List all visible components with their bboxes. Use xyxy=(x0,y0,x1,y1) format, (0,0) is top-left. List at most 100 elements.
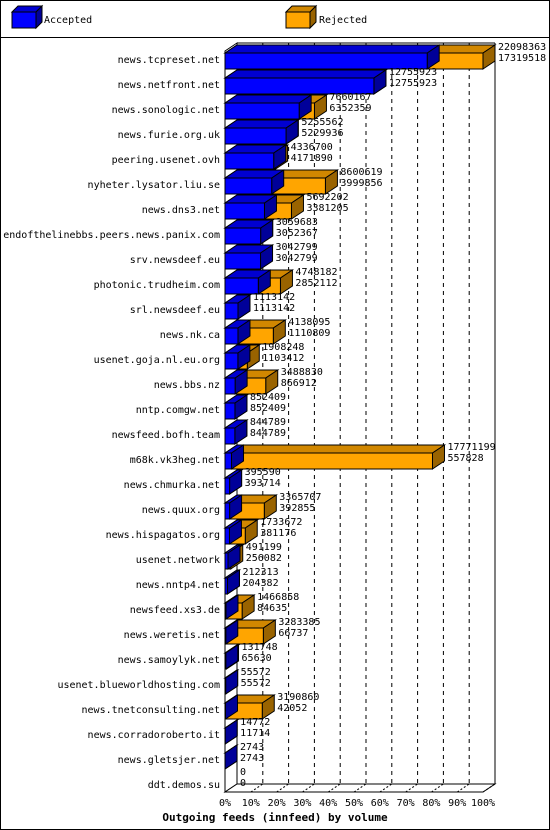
value-label-accepted: 393714 xyxy=(245,478,281,489)
value-label-total: 1733672 xyxy=(260,517,302,528)
category-label: news.tcpreset.net xyxy=(118,55,220,66)
category-label: news.furie.org.uk xyxy=(118,130,220,141)
floor-gridline xyxy=(276,783,289,793)
floor-gridline xyxy=(456,783,470,793)
bar-accepted xyxy=(224,227,262,245)
bar-accepted xyxy=(224,427,236,445)
value-label-accepted: 256082 xyxy=(246,553,282,564)
value-label-accepted: 852409 xyxy=(250,403,286,414)
x-tick-label: 100% xyxy=(471,798,495,809)
floor-gridline xyxy=(482,783,496,793)
x-tick-label: 0% xyxy=(219,798,231,809)
value-label-total: 55572 xyxy=(241,667,271,678)
bar-accepted xyxy=(224,252,262,270)
value-label-total: 1908248 xyxy=(262,342,304,353)
bar-accepted xyxy=(224,327,239,345)
value-label-accepted: 3052367 xyxy=(276,228,318,239)
value-label-total: 17771199 xyxy=(447,442,495,453)
x-tick-label: 20% xyxy=(268,798,286,809)
bar-accepted xyxy=(224,202,265,220)
floor-gridline xyxy=(353,783,367,793)
bar-accepted-top xyxy=(223,94,313,104)
x-tick-label: 70% xyxy=(397,798,415,809)
value-label-accepted: 55572 xyxy=(241,678,271,689)
category-label: news.bbs.nz xyxy=(154,380,220,391)
category-label: news.dns3.net xyxy=(142,205,220,216)
value-label-accepted: 84635 xyxy=(257,603,287,614)
bar-rejected-top xyxy=(223,444,447,454)
x-tick-label: 60% xyxy=(371,798,389,809)
value-label-accepted: 2743 xyxy=(240,753,264,764)
value-label-accepted: 844789 xyxy=(250,428,286,439)
category-label: news.hispagatos.org xyxy=(106,530,220,541)
value-label-accepted: 3381205 xyxy=(306,203,348,214)
category-label: photonic.trudheim.com xyxy=(94,280,220,291)
bar-accepted xyxy=(224,602,227,620)
value-label-accepted: 0 xyxy=(240,778,246,789)
legend-label-rejected: Rejected xyxy=(319,15,367,26)
bar-accepted xyxy=(224,277,259,295)
value-label-accepted: 381176 xyxy=(260,528,296,539)
bar-accepted xyxy=(224,627,227,645)
value-label-total: 4336700 xyxy=(291,142,333,153)
bars xyxy=(223,44,497,770)
bar-accepted xyxy=(224,477,231,495)
bar-accepted xyxy=(224,127,287,145)
value-label-total: 3283385 xyxy=(278,617,320,628)
value-label-total: 852409 xyxy=(250,392,286,403)
category-label: usenet.network xyxy=(136,555,220,566)
value-label-total: 14772 xyxy=(240,717,270,728)
value-labels: 2209836317319518127559231275592376601676… xyxy=(240,42,546,789)
x-tick-label: 30% xyxy=(293,798,311,809)
category-label: news.corradoroberto.it xyxy=(88,730,220,741)
value-label-total: 3488830 xyxy=(281,367,323,378)
value-label-total: 395590 xyxy=(245,467,281,478)
value-label-accepted: 2852112 xyxy=(295,278,337,289)
value-label-accepted: 5229936 xyxy=(301,128,343,139)
value-label-accepted: 392855 xyxy=(279,503,315,514)
value-label-accepted: 3042799 xyxy=(276,253,318,264)
floor-gridline xyxy=(405,783,418,793)
category-labels: news.tcpreset.net news.netfront.net news.s… xyxy=(3,55,220,791)
value-label-total: 12755923 xyxy=(389,67,437,78)
value-label-accepted: 42052 xyxy=(277,703,307,714)
value-label-accepted: 4171890 xyxy=(291,153,333,164)
category-label: news.tnetconsulting.net xyxy=(82,705,220,716)
floor-gridline xyxy=(327,783,341,793)
category-label: nyheter.lysator.liu.se xyxy=(88,180,220,191)
value-label-total: 8600619 xyxy=(340,167,382,178)
floor-gridline xyxy=(431,783,444,793)
value-label-accepted: 12755923 xyxy=(389,78,437,89)
value-label-accepted: 1110809 xyxy=(288,328,330,339)
category-label: news.netfront.net xyxy=(118,80,220,91)
category-label: news.chmurka.net xyxy=(124,480,220,491)
bar-accepted xyxy=(224,302,239,320)
x-axis: 0% 10% 20% 30% 40% 50% 60% 70% 80% 90% 100% xyxy=(219,798,495,809)
category-label: news.gletsjer.net xyxy=(118,755,220,766)
bar-accepted xyxy=(224,152,275,170)
bar-accepted xyxy=(224,577,228,595)
category-label: newsfeed.bofh.team xyxy=(112,430,220,441)
value-label-total: 3190860 xyxy=(277,692,319,703)
value-label-accepted: 557828 xyxy=(447,453,483,464)
value-label-accepted: 65630 xyxy=(242,653,272,664)
x-tick-label: 90% xyxy=(448,798,466,809)
legend-label-accepted: Accepted xyxy=(44,15,92,26)
value-label-accepted: 3999856 xyxy=(340,178,382,189)
value-label-total: 5692202 xyxy=(306,192,348,203)
x-tick-label: 50% xyxy=(345,798,363,809)
bar-accepted xyxy=(224,527,230,545)
category-label: endofthelinebbs.peers.news.panix.com xyxy=(3,230,220,241)
legend: Accepted Rejected xyxy=(10,4,367,30)
value-label-total: 7660167 xyxy=(329,92,371,103)
value-label-total: 22098363 xyxy=(498,42,546,53)
value-label-total: 491199 xyxy=(246,542,282,553)
x-tick-label: 10% xyxy=(242,798,260,809)
category-label: news.nntp4.net xyxy=(136,580,220,591)
value-label-total: 1466858 xyxy=(257,592,299,603)
x-axis-title: Outgoing feeds (innfeed) by volume xyxy=(162,811,388,824)
category-label: nntp.comgw.net xyxy=(136,405,220,416)
value-label-total: 4748182 xyxy=(295,267,337,278)
category-label: srv.newsdeef.eu xyxy=(130,255,220,266)
